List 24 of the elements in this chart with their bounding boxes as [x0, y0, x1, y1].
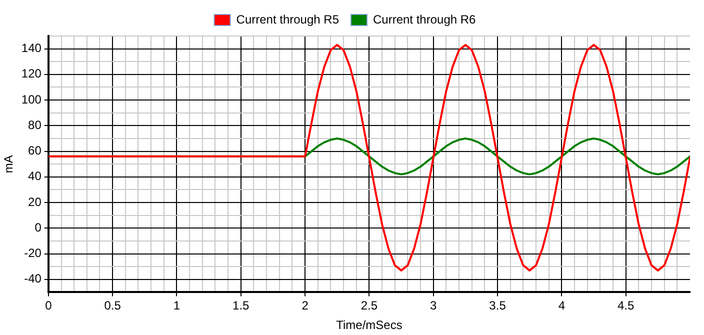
- y-tick-label: 100: [21, 92, 42, 106]
- x-tick-label: 2.5: [360, 298, 378, 313]
- x-tick-label: 2: [302, 298, 309, 313]
- legend-label: Current through R6: [373, 12, 476, 26]
- x-tick-label: 3.5: [489, 298, 506, 313]
- y-tick-label: 0: [34, 220, 42, 234]
- y-tick-label: 140: [21, 41, 42, 56]
- x-tick-label: 1.5: [232, 298, 250, 313]
- x-tick-label: 3: [430, 298, 438, 313]
- y-tick-label: 60: [28, 144, 42, 158]
- y-tick-label: 20: [28, 194, 42, 209]
- y-tick-label: -20: [24, 246, 42, 260]
- x-tick-label: 4: [558, 298, 566, 313]
- y-tick-label: 120: [21, 66, 42, 81]
- x-tick-label: 4.5: [618, 298, 635, 313]
- x-tick-label: 0.5: [104, 298, 122, 313]
- y-tick-label: 40: [28, 169, 42, 184]
- x-tick-label: 0: [45, 298, 52, 313]
- y-tick-label: 80: [28, 118, 42, 132]
- legend-label: Current through R5: [236, 12, 340, 26]
- y-tick-label: -40: [24, 272, 42, 286]
- y-axis-title: mA: [2, 155, 16, 174]
- x-tick-label: 1: [173, 298, 180, 313]
- x-axis-title: Time/mSecs: [336, 318, 402, 332]
